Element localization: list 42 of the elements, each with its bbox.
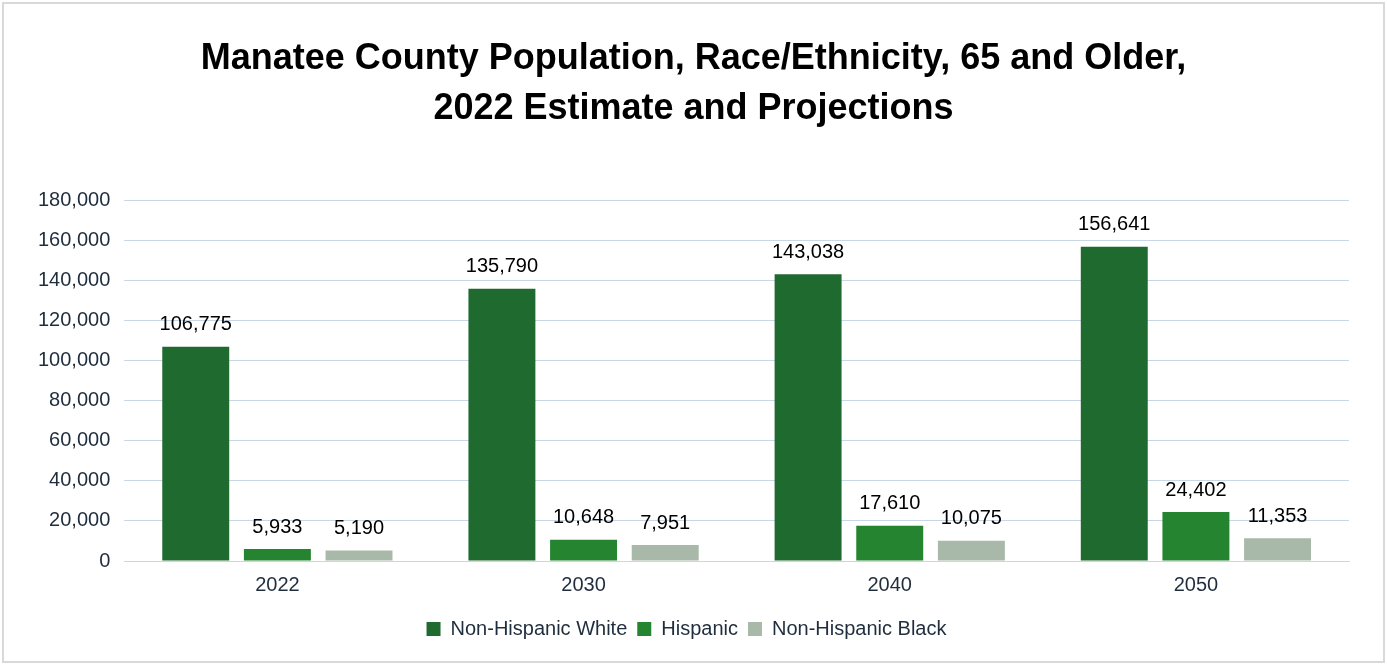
y-tick-label: 160,000 [38,227,111,250]
data-label: 143,038 [771,239,845,262]
bar [1162,512,1230,561]
bar [1244,538,1312,561]
legend-label: Non-Hispanic Black [771,616,948,639]
x-tick-label: 2022 [255,572,300,595]
y-tick-label: 120,000 [38,307,111,330]
bar [468,288,536,561]
y-tick-label: 0 [99,548,111,571]
bar [243,549,311,561]
y-tick-label: 40,000 [49,468,111,491]
bar [631,545,699,561]
y-tick-label: 60,000 [49,428,111,451]
legend-label: Non-Hispanic White [450,616,628,639]
bar [774,274,842,561]
data-label: 5,190 [334,516,385,539]
y-tick-label: 80,000 [49,388,111,411]
chart-title: Manatee County Population, Race/Ethnicity, 65 and Older, 2022 Estimate and Projections [199,35,1188,129]
legend-label: Hispanic [661,616,738,639]
bar [162,346,230,561]
x-tick-label: 2030 [561,572,606,595]
data-label: 135,790 [465,254,539,277]
x-tick-label: 2040 [867,572,912,595]
y-tick-label: 140,000 [38,267,111,290]
y-tick-label: 20,000 [49,508,111,531]
x-tick-label: 2050 [1173,572,1219,595]
y-tick-label: 180,000 [38,187,111,210]
bar [550,539,618,561]
data-label: 17,610 [859,491,921,514]
data-label: 156,641 [1078,212,1151,235]
data-label: 11,353 [1247,503,1308,526]
bar [1080,246,1148,561]
bar [856,525,924,561]
data-label: 10,075 [940,506,1002,529]
bar [937,540,1005,561]
y-tick-label: 100,000 [38,347,111,370]
data-label: 24,402 [1165,477,1227,500]
data-label: 5,933 [252,514,303,537]
data-label: 7,951 [640,510,691,533]
data-label: 106,775 [159,312,232,335]
bar [325,550,393,561]
data-label: 10,648 [552,505,615,528]
